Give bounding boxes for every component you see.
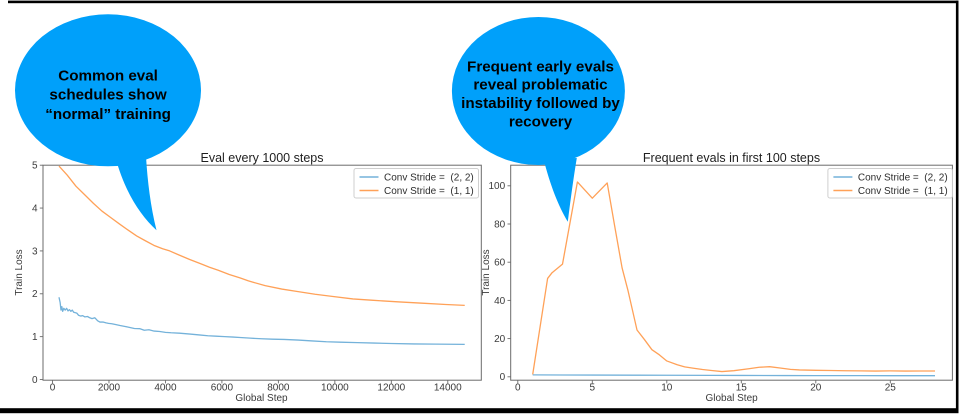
svg-text:10000: 10000 xyxy=(321,383,349,394)
svg-text:80: 80 xyxy=(494,219,506,230)
svg-text:Common eval: Common eval xyxy=(58,67,158,84)
svg-text:Train Loss: Train Loss xyxy=(14,249,25,295)
svg-text:Conv Stride = (1, 1): Conv Stride = (1, 1) xyxy=(384,186,474,197)
svg-text:instability followed by: instability followed by xyxy=(461,95,620,112)
svg-text:0: 0 xyxy=(50,383,56,394)
svg-text:“normal” training: “normal” training xyxy=(45,106,171,123)
svg-text:4: 4 xyxy=(32,203,38,214)
svg-text:100: 100 xyxy=(489,181,506,192)
svg-text:0: 0 xyxy=(32,375,38,386)
svg-text:5: 5 xyxy=(590,383,596,394)
svg-text:Global Step: Global Step xyxy=(705,393,758,404)
svg-text:14000: 14000 xyxy=(434,383,462,394)
svg-text:20: 20 xyxy=(494,334,506,345)
svg-text:3: 3 xyxy=(32,246,38,257)
svg-text:Frequent evals in first 100 st: Frequent evals in first 100 steps xyxy=(643,151,820,165)
svg-text:6000: 6000 xyxy=(211,383,234,394)
svg-text:60: 60 xyxy=(494,258,506,269)
svg-text:Train Loss: Train Loss xyxy=(481,249,492,295)
svg-text:0: 0 xyxy=(500,372,506,383)
svg-text:25: 25 xyxy=(885,383,897,394)
svg-text:4000: 4000 xyxy=(154,383,177,394)
svg-text:10: 10 xyxy=(661,383,673,394)
svg-text:1: 1 xyxy=(32,332,38,343)
svg-text:recovery: recovery xyxy=(509,114,573,131)
svg-text:40: 40 xyxy=(494,296,506,307)
svg-text:2: 2 xyxy=(32,289,38,300)
svg-text:Conv Stride = (1, 1): Conv Stride = (1, 1) xyxy=(858,186,948,197)
svg-text:20: 20 xyxy=(810,383,822,394)
svg-text:8000: 8000 xyxy=(267,383,290,394)
svg-text:15: 15 xyxy=(736,383,748,394)
svg-text:Conv Stride = (2, 2): Conv Stride = (2, 2) xyxy=(858,172,948,183)
svg-text:5: 5 xyxy=(32,161,38,172)
svg-text:12000: 12000 xyxy=(377,383,405,394)
svg-text:0: 0 xyxy=(515,383,521,394)
svg-text:Global Step: Global Step xyxy=(235,393,288,404)
svg-text:Frequent early evals: Frequent early evals xyxy=(467,59,614,76)
svg-text:reveal problematic: reveal problematic xyxy=(473,76,607,93)
svg-text:2000: 2000 xyxy=(98,383,121,394)
svg-text:schedules show: schedules show xyxy=(49,87,167,104)
svg-text:Conv Stride = (2, 2): Conv Stride = (2, 2) xyxy=(384,172,474,183)
svg-text:Eval every 1000 steps: Eval every 1000 steps xyxy=(201,151,324,165)
